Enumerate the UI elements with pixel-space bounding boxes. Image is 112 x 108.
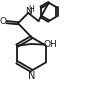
Text: O: O <box>0 17 7 26</box>
Text: N: N <box>25 6 32 16</box>
Text: OH: OH <box>43 40 57 48</box>
Text: H: H <box>28 5 34 14</box>
Text: N: N <box>28 71 35 81</box>
